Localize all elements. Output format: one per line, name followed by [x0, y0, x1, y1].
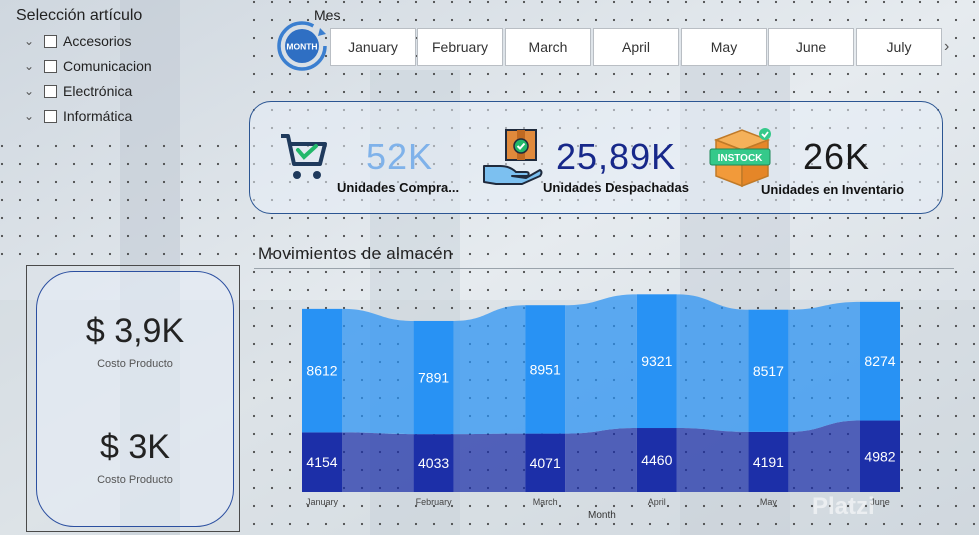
- data-label-top: 7891: [418, 370, 449, 386]
- checkbox[interactable]: [44, 34, 57, 48]
- month-button-march[interactable]: March: [505, 28, 591, 66]
- data-label-top: 8274: [864, 353, 895, 369]
- data-label-bottom: 4071: [530, 455, 561, 471]
- month-calendar-icon: MONTH: [277, 21, 327, 71]
- cost-label-1: Costo Producto: [97, 358, 173, 370]
- bar-bottom-series[interactable]: [860, 420, 900, 492]
- checkbox[interactable]: [44, 59, 57, 73]
- chart-title: Movimientos de almacén: [258, 244, 453, 263]
- bar-bottom-series[interactable]: [302, 432, 342, 492]
- cost-panel: [36, 271, 234, 527]
- x-tick-label: January: [306, 497, 339, 507]
- cost-frame: [26, 265, 240, 532]
- chevron-down-icon[interactable]: ⌄: [24, 34, 35, 48]
- cost-label-2: Costo Producto: [97, 474, 173, 486]
- data-label-bottom: 4460: [641, 452, 672, 468]
- bar-top-series[interactable]: [525, 305, 566, 434]
- in-stock-box-icon: INSTOCK: [709, 128, 771, 188]
- data-label-bottom: 4982: [864, 448, 895, 464]
- chevron-right-icon[interactable]: ›: [944, 38, 950, 55]
- bar-top-series[interactable]: [860, 301, 900, 421]
- article-slicer-title: Selección artículo: [16, 7, 143, 24]
- shopping-cart-icon: [281, 134, 327, 179]
- month-button-january[interactable]: January: [330, 28, 416, 66]
- cost-value-2: $ 3K: [100, 428, 170, 466]
- data-label-bottom: 4191: [753, 454, 784, 470]
- slicer-item-informatica[interactable]: ⌄ Informática: [24, 108, 132, 124]
- ribbon-bottom-series: [676, 428, 749, 492]
- slicer-item-label: Electrónica: [63, 83, 133, 99]
- x-tick-label: February: [416, 497, 453, 507]
- bar-top-series[interactable]: [748, 309, 789, 432]
- ribbon-top-series: [788, 301, 860, 432]
- slicer-item-label: Comunicacion: [63, 58, 152, 74]
- data-label-bottom: 4033: [418, 455, 449, 471]
- x-axis-title: Month: [588, 510, 616, 521]
- cost-value-1: $ 3,9K: [85, 312, 185, 350]
- ribbon-top-series: [453, 305, 526, 435]
- checkbox[interactable]: [44, 109, 57, 123]
- ribbon-bottom-series: [565, 428, 637, 492]
- bar-top-series[interactable]: [636, 294, 677, 429]
- in-stock-badge-text: INSTOCK: [718, 153, 764, 164]
- bar-top-series[interactable]: [302, 308, 342, 433]
- slicer-item-comunicacion[interactable]: ⌄ Comunicacion: [24, 58, 152, 74]
- month-button-april[interactable]: April: [593, 28, 679, 66]
- bar-top-series[interactable]: [413, 320, 454, 435]
- slicer-item-electronica[interactable]: ⌄ Electrónica: [24, 83, 132, 99]
- data-label-bottom: 4154: [306, 454, 337, 470]
- ribbon-bottom-series: [788, 420, 860, 492]
- data-label-top: 9321: [641, 353, 672, 369]
- kpi-value-dispatched: 25,89K: [556, 136, 677, 177]
- month-button-may[interactable]: May: [681, 28, 767, 66]
- kpi-label-purchased: Unidades Compra...: [337, 180, 460, 195]
- ribbon-top-series: [565, 294, 637, 434]
- checkbox[interactable]: [44, 84, 57, 98]
- slicer-item-accesorios[interactable]: ⌄ Accesorios: [24, 33, 131, 49]
- x-tick-label: April: [648, 497, 666, 507]
- kpi-label-inventory: Unidades en Inventario: [761, 182, 905, 197]
- kpi-value-purchased: 52K: [366, 136, 434, 177]
- month-button-february[interactable]: February: [417, 28, 503, 66]
- ribbon-bottom-series: [453, 433, 526, 492]
- bar-bottom-series[interactable]: [636, 428, 677, 492]
- x-tick-label: June: [870, 497, 890, 507]
- bar-bottom-series[interactable]: [748, 431, 789, 492]
- platzi-watermark: Platzi: [812, 493, 875, 520]
- month-button-june[interactable]: June: [768, 28, 854, 66]
- slicer-item-label: Informática: [63, 108, 133, 124]
- slicer-item-label: Accesorios: [63, 33, 132, 49]
- ribbon-top-series: [342, 308, 414, 435]
- bar-bottom-series[interactable]: [525, 433, 566, 492]
- x-tick-label: March: [533, 497, 558, 507]
- chart-title-divider: [254, 268, 954, 269]
- kpi-value-inventory: 26K: [803, 136, 871, 177]
- package-delivery-icon: [483, 129, 543, 185]
- ribbon-bottom-series: [342, 432, 414, 492]
- chevron-down-icon[interactable]: ⌄: [24, 84, 35, 98]
- kpi-label-dispatched: Unidades Despachadas: [543, 180, 689, 195]
- data-label-top: 8517: [753, 363, 784, 379]
- chevron-down-icon[interactable]: ⌄: [24, 109, 35, 123]
- bar-bottom-series[interactable]: [413, 434, 454, 492]
- ribbon-top-series: [676, 294, 749, 432]
- x-tick-label: May: [760, 497, 778, 507]
- month-slicer-label: Mes: [314, 7, 341, 23]
- month-icon-text: MONTH: [286, 42, 317, 52]
- data-label-top: 8951: [530, 361, 561, 377]
- chevron-down-icon[interactable]: ⌄: [24, 59, 35, 73]
- month-button-july[interactable]: July: [856, 28, 942, 66]
- kpi-panel: [249, 101, 943, 214]
- data-label-top: 8612: [306, 363, 337, 379]
